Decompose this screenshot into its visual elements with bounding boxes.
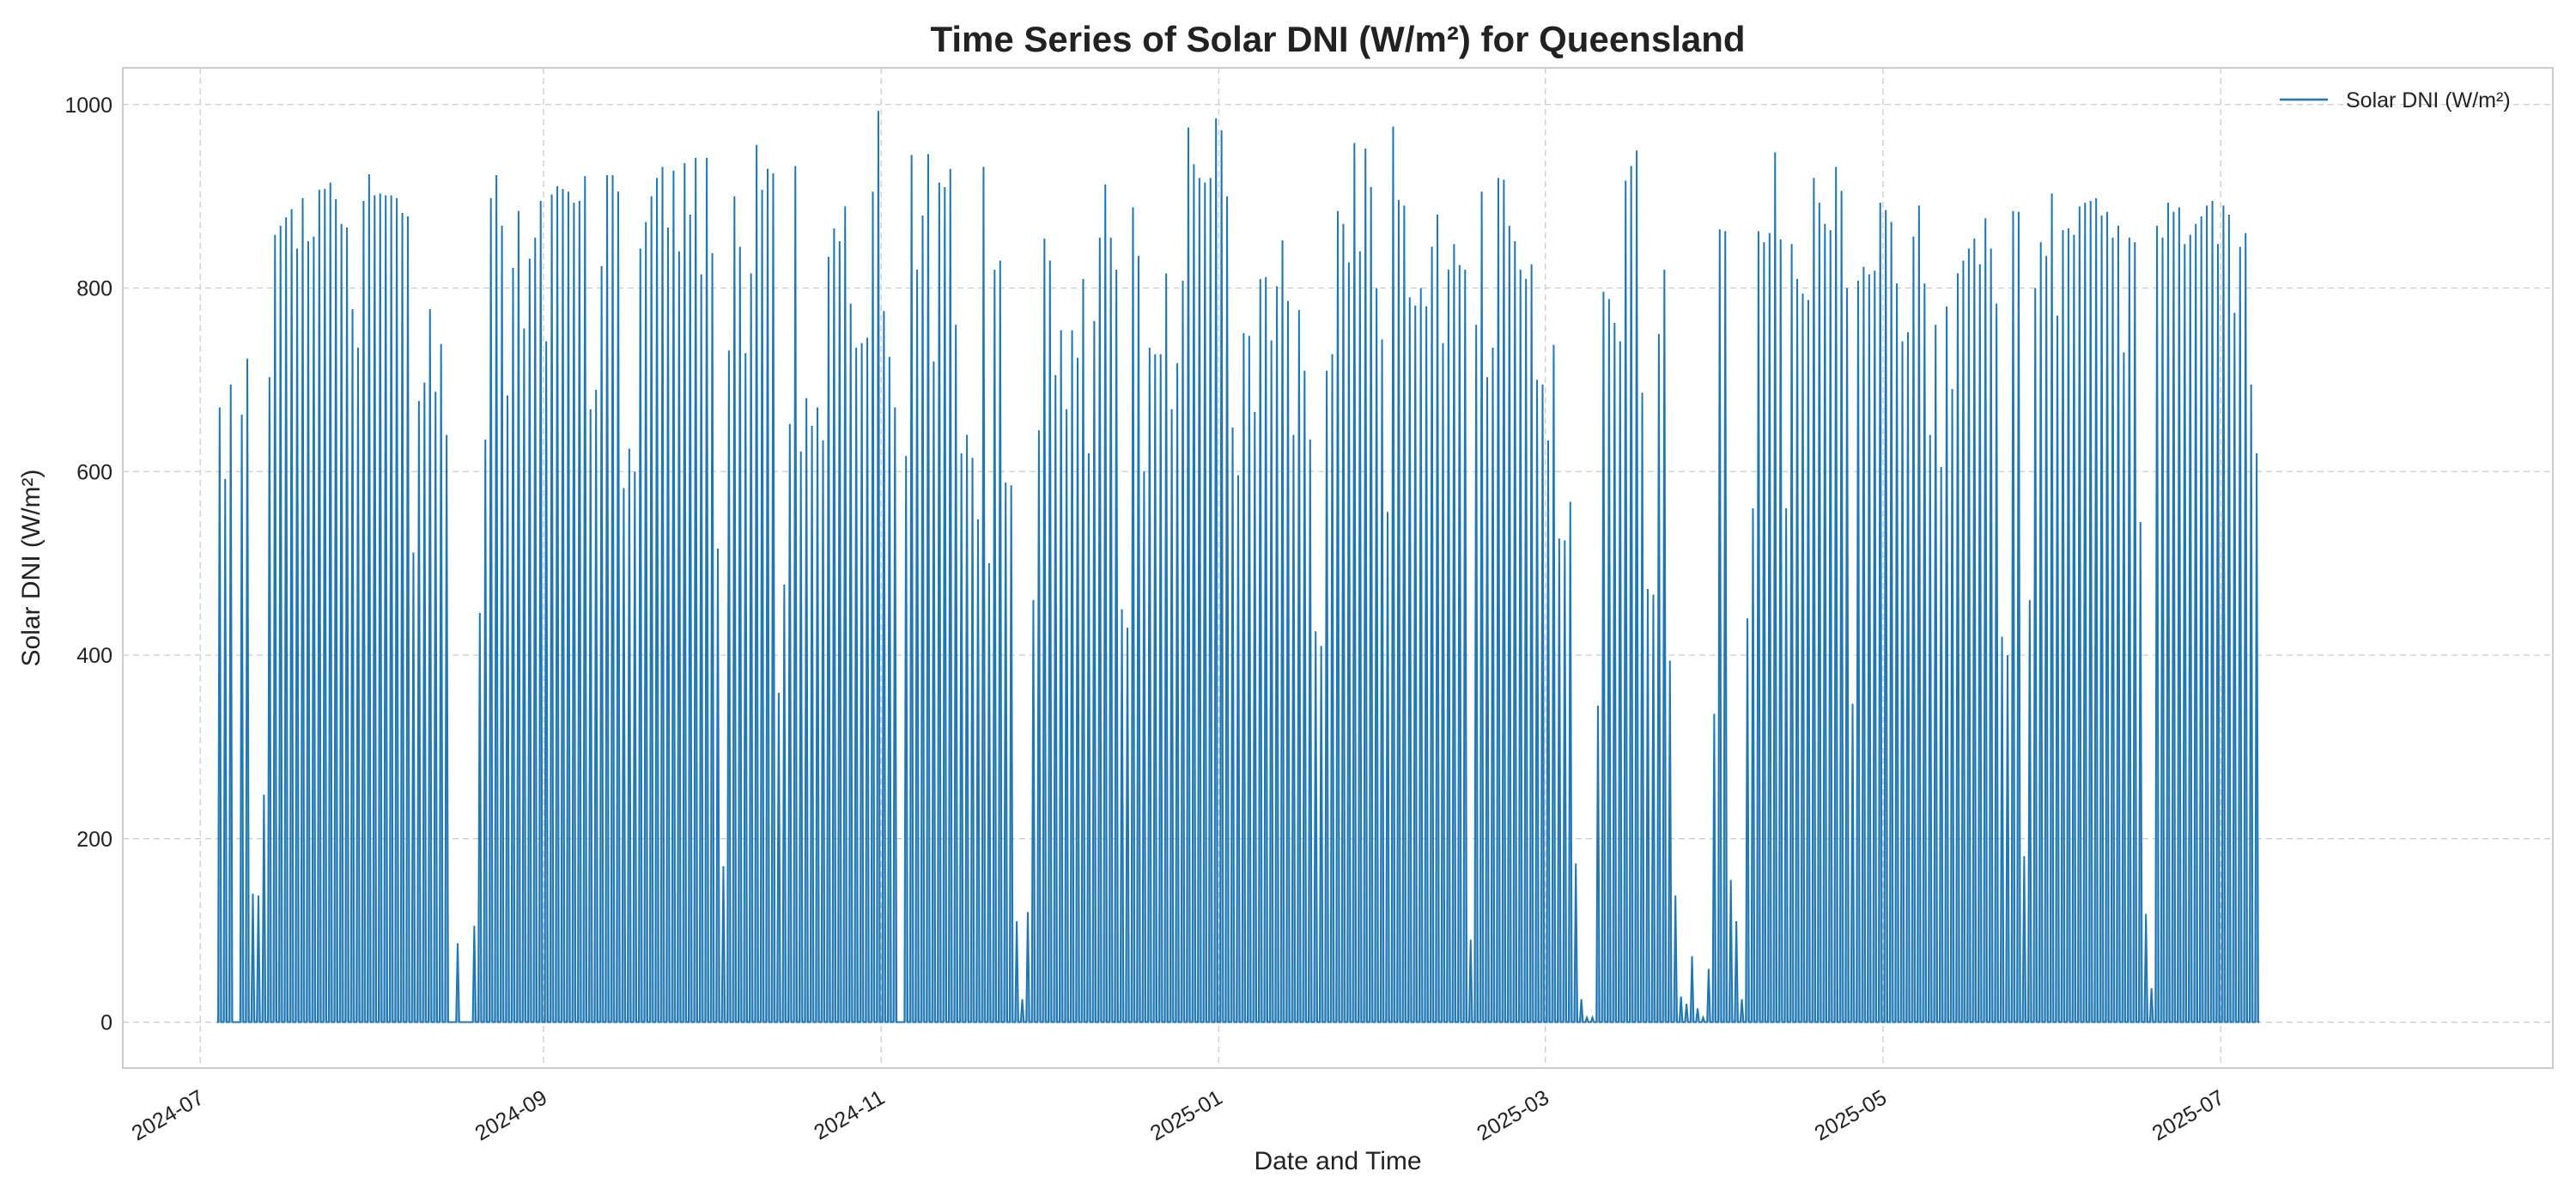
series-line [216, 111, 2260, 1023]
series-path [216, 111, 2260, 1023]
y-tick-label: 1000 [64, 94, 112, 118]
y-tick-label: 0 [100, 1011, 112, 1035]
x-axis-label: Date and Time [1254, 1147, 1421, 1175]
y-tick-label: 800 [76, 277, 112, 301]
legend-label: Solar DNI (W/m²) [2346, 88, 2511, 112]
legend: Solar DNI (W/m²) [2280, 88, 2511, 112]
y-axis-label: Solar DNI (W/m²) [17, 470, 46, 667]
plot-frame [122, 67, 2554, 1069]
y-tick-label: 600 [76, 460, 112, 484]
chart-title: Time Series of Solar DNI (W/m²) for Quee… [930, 19, 1745, 59]
series-layer [216, 111, 2260, 1023]
y-axis: 0 200 400 600 800 1000 [64, 94, 112, 1035]
y-tick-label: 200 [76, 828, 112, 852]
y-tick-label: 400 [76, 644, 112, 668]
